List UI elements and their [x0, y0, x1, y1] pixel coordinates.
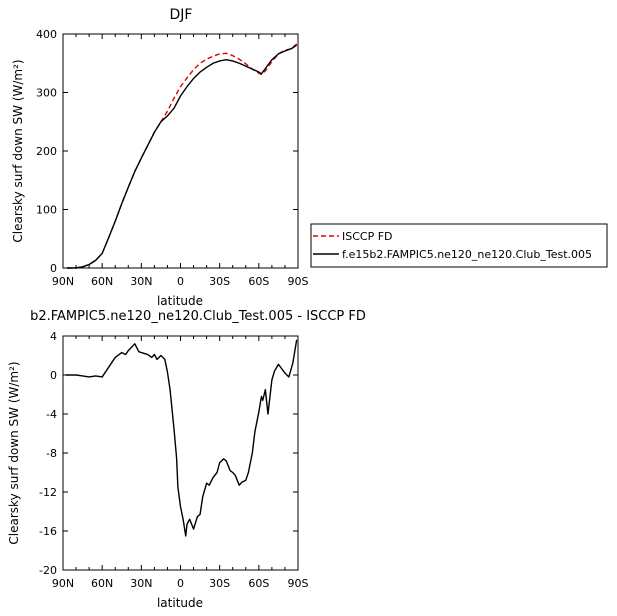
top-chart-x-tick-label: 90N: [52, 275, 74, 288]
bottom-chart-y-tick-label: -12: [39, 486, 57, 499]
bottom-chart-y-tick-label: 4: [50, 330, 57, 343]
bottom-chart-y-tick-label: -4: [46, 408, 57, 421]
bottom-chart: b2.FAMPIC5.ne120_ne120.Club_Test.005 - I…: [7, 309, 366, 610]
bottom-chart-y-tick-label: -8: [46, 447, 57, 460]
top-chart-y-tick-label: 100: [36, 204, 57, 217]
top-chart-y-tick-label: 400: [36, 28, 57, 41]
bottom-chart-series-line-0: [65, 339, 298, 537]
bottom-chart-x-tick-label: 0: [177, 577, 184, 590]
top-chart-x-axis-label: latitude: [157, 294, 203, 308]
top-chart-y-tick-label: 200: [36, 145, 57, 158]
bottom-chart-y-tick-label: -16: [39, 525, 57, 538]
top-chart-x-tick-label: 0: [177, 275, 184, 288]
top-chart-x-tick-label: 60S: [248, 275, 269, 288]
bottom-chart-x-tick-label: 30N: [130, 577, 152, 590]
top-chart-y-axis-label: Clearsky surf down SW (W/m²): [11, 59, 25, 242]
top-chart-series-line-0: [66, 43, 298, 269]
top-chart-y-tick-label: 300: [36, 87, 57, 100]
bottom-chart-y-axis-label: Clearsky surf down SW (W/m²): [7, 361, 21, 544]
legend-label-isccp-fd: ISCCP FD: [342, 230, 393, 243]
bottom-chart-x-tick-label: 60N: [91, 577, 113, 590]
top-chart-x-tick-label: 90S: [288, 275, 309, 288]
bottom-chart-x-tick-label: 90S: [288, 577, 309, 590]
bottom-chart-x-tick-label: 30S: [209, 577, 230, 590]
bottom-chart-y-tick-label: 0: [50, 369, 57, 382]
bottom-chart-x-axis-label: latitude: [157, 596, 203, 610]
bottom-chart-x-tick-label: 90N: [52, 577, 74, 590]
top-chart-title: DJF: [170, 7, 193, 23]
top-chart: DJF 0 100 200 300 400 90N 60N 30N 0 30S 60S 90S la…: [11, 7, 309, 308]
top-chart-x-tick-label: 60N: [91, 275, 113, 288]
top-chart-plot-frame: [62, 33, 299, 269]
top-chart-x-tick-label: 30S: [209, 275, 230, 288]
legend-label-model: f.e15b2.FAMPIC5.ne120_ne120.Club_Test.00…: [342, 248, 592, 261]
bottom-chart-plot-frame: [62, 335, 299, 571]
legend-box: [310, 223, 608, 268]
bottom-chart-x-tick-label: 60S: [248, 577, 269, 590]
bottom-chart-y-tick-label: -20: [39, 564, 57, 577]
top-chart-series-line-1: [66, 44, 298, 269]
top-chart-legend: ISCCP FD f.e15b2.FAMPIC5.ne120_ne120.Clu…: [310, 223, 608, 268]
top-chart-y-tick-label: 0: [50, 262, 57, 275]
top-chart-x-tick-label: 30N: [130, 275, 152, 288]
bottom-chart-title: b2.FAMPIC5.ne120_ne120.Club_Test.005 - I…: [30, 309, 366, 324]
